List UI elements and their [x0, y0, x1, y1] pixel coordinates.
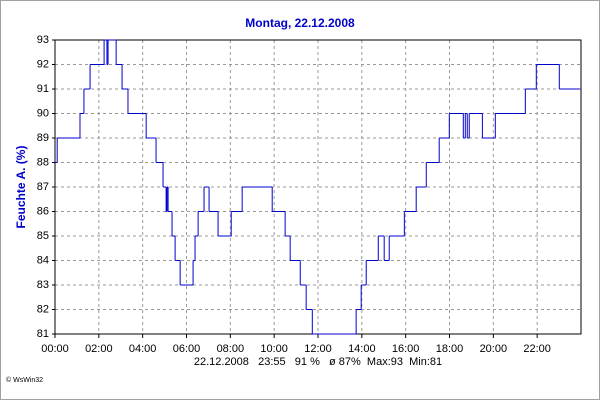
x-tick-label: 22:00	[523, 343, 551, 355]
y-tick-label: 93	[37, 34, 49, 46]
y-tick-label: 82	[37, 303, 49, 315]
x-tick-label: 16:00	[392, 343, 420, 355]
x-tick-label: 08:00	[217, 343, 245, 355]
y-axis-label: Feuchte A. (%)	[14, 146, 28, 229]
y-tick-label: 87	[37, 181, 49, 193]
x-tick-label: 14:00	[348, 343, 376, 355]
x-tick-label: 02:00	[85, 343, 113, 355]
y-tick-label: 91	[37, 83, 49, 95]
x-tick-label: 12:00	[304, 343, 332, 355]
y-tick-label: 86	[37, 205, 49, 217]
y-tick-label: 85	[37, 230, 49, 242]
y-tick-label: 83	[37, 279, 49, 291]
chart-title: Montag, 22.12.2008	[245, 16, 355, 30]
x-tick-label: 00:00	[41, 343, 69, 355]
x-tick-label: 10:00	[260, 343, 288, 355]
summary: 22.12.2008 23:55 91 % ø 87% Max:93 Min:8…	[194, 356, 442, 368]
y-tick-label: 84	[37, 254, 49, 266]
y-tick-label: 81	[37, 328, 49, 340]
x-tick-label: 04:00	[129, 343, 157, 355]
x-tick-label: 20:00	[480, 343, 508, 355]
copyright: © WsWin32	[6, 376, 43, 384]
y-tick-label: 92	[37, 58, 49, 70]
x-tick-label: 06:00	[173, 343, 201, 355]
y-tick-label: 88	[37, 156, 49, 168]
x-tick-label: 18:00	[436, 343, 464, 355]
y-tick-label: 90	[37, 107, 49, 119]
y-tick-label: 89	[37, 132, 49, 144]
